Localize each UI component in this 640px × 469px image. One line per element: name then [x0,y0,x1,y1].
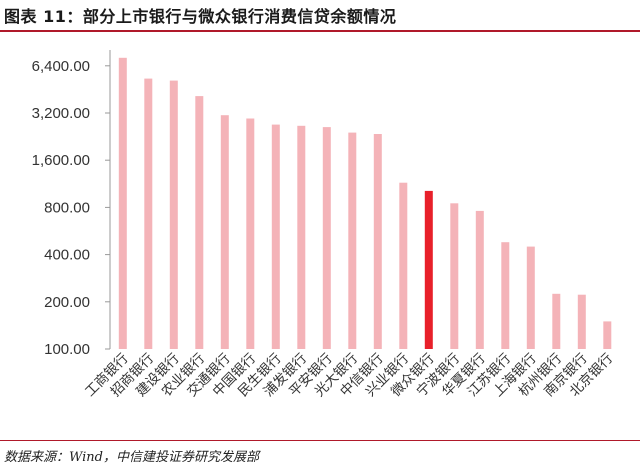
bar [271,124,280,349]
bar [577,294,586,349]
y-tick-label: 200.00 [44,294,90,311]
y-tick-label: 3,200.00 [32,105,90,122]
bar [118,57,127,350]
y-axis: 100.00 200.00 400.00 800.00 1,600.00 3,200.00… [32,50,111,358]
chart-title: 图表 11：部分上市银行与微众银行消费信贷余额情况 [4,7,397,26]
y-tick-label: 6,400.00 [32,58,90,75]
bar-chart: 100.00 200.00 400.00 800.00 1,600.00 3,200.00… [32,50,616,400]
bar [501,242,510,349]
source-divider [0,440,640,441]
bar [195,96,204,349]
bars [118,57,612,350]
title-divider [0,30,640,32]
bar [169,80,178,349]
bar [450,203,459,349]
bar [220,115,229,349]
y-tick-label: 100.00 [44,341,90,358]
bar [322,127,331,349]
bar [603,321,612,349]
bar [424,190,433,349]
source-note: 数据来源：Wind，中信建投证券研究发展部 [4,450,259,465]
bar [399,182,408,349]
bar [297,125,306,349]
y-tick-label: 1,600.00 [32,152,90,169]
y-tick-label: 800.00 [44,199,90,216]
bar [246,118,255,349]
x-axis-labels: 工商银行招商银行建设银行农业银行交通银行中国银行民生银行浦发银行平安银行光大银行… [82,350,616,400]
bar [475,210,484,349]
bar [526,246,535,349]
y-tick-label: 400.00 [44,247,90,264]
bar [373,134,382,349]
bar [552,293,561,349]
bar [144,78,153,349]
bar [348,132,357,349]
